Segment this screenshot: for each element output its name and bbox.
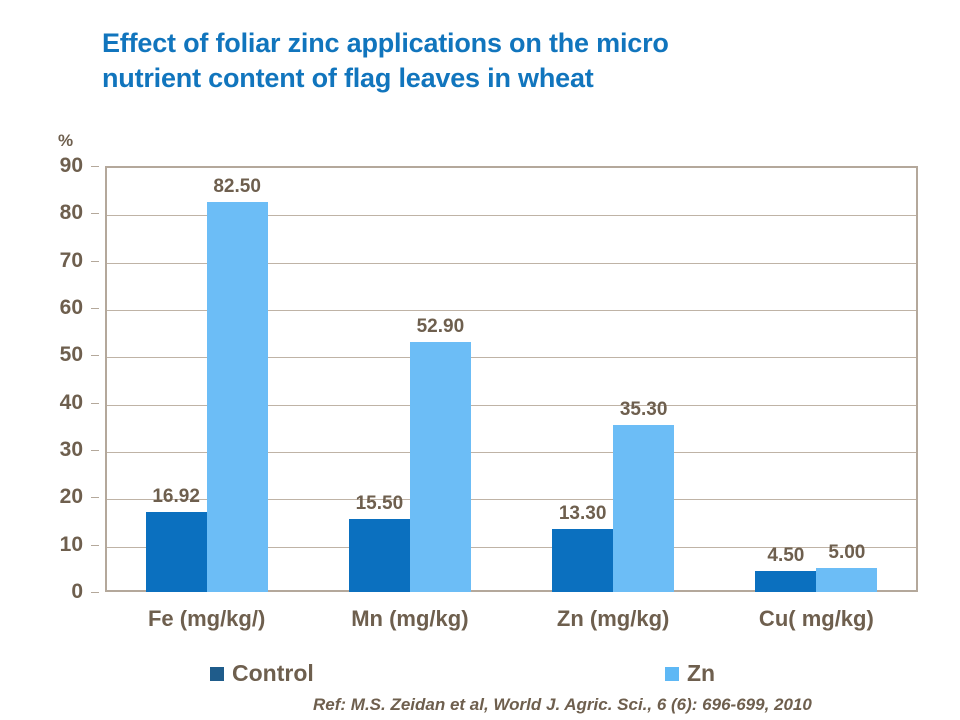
y-axis-tick-label: 20 [59, 485, 83, 509]
x-axis: Fe (mg/kg/) Mn (mg/kg) Zn (mg/kg) Cu( mg/kg… [105, 606, 918, 640]
y-axis-tick-mark [91, 402, 99, 404]
legend-swatch-icon [665, 666, 679, 681]
chart-title-line-1: Effect of foliar zinc applications on th… [102, 28, 669, 58]
y-axis-tick-mark [91, 592, 99, 593]
gridline [107, 262, 916, 264]
y-axis-tick-label: 50 [59, 343, 83, 367]
legend-swatch-icon [210, 666, 224, 681]
y-axis-tick-label: 10 [59, 532, 83, 556]
bar-control-2[interactable] [552, 529, 614, 592]
bar-value-label: 4.50 [767, 544, 805, 566]
y-axis-tick-label: 70 [59, 248, 83, 272]
legend-item-control[interactable]: Control [210, 660, 314, 687]
y-axis-tick-mark [91, 260, 99, 262]
chart-title-line-2: nutrient content of flag leaves in wheat [102, 63, 594, 94]
y-axis-tick-mark [91, 355, 99, 357]
gridline [107, 499, 916, 501]
bar-value-label: 35.30 [619, 398, 668, 420]
chart-title: Effect of foliar zinc applications on th… [102, 26, 832, 96]
y-axis-unit-label: % [58, 131, 74, 150]
reference-note: Ref: M.S. Zeidan et al, World J. Agric. … [313, 695, 812, 714]
y-axis-tick-label: 40 [59, 390, 83, 414]
gridline [107, 310, 916, 311]
bars-layer: 16.92 82.50 15.50 52.90 13.30 35.30 4.50 5.00 [105, 166, 918, 592]
x-axis-tick-label: Cu( mg/kg) [758, 606, 874, 631]
bar-zn-3[interactable] [816, 568, 878, 592]
chart-legend: Control Zn [105, 660, 918, 690]
bar-zn-1[interactable] [409, 341, 471, 592]
bar-value-label: 5.00 [828, 542, 866, 564]
bar-value-label: 52.90 [416, 315, 465, 337]
gridline [107, 546, 916, 548]
gridline [107, 215, 916, 217]
y-axis-tick-mark [91, 450, 99, 451]
x-axis-tick-label: Fe (mg/kg/) [147, 606, 266, 631]
y-axis-tick-label: 30 [59, 438, 83, 461]
bar-value-label: 15.50 [355, 492, 404, 514]
y-axis-tick-label: 80 [59, 201, 83, 225]
y-axis-tick-label: 0 [71, 580, 83, 603]
gridline [107, 452, 916, 453]
legend-label: Control [232, 660, 314, 686]
gridline [107, 404, 916, 406]
bar-value-label: 82.50 [213, 175, 261, 197]
y-axis-tick-label: 90 [59, 154, 83, 177]
y-axis-tick-mark [91, 308, 99, 309]
bar-control-1[interactable] [348, 518, 410, 592]
legend-item-zn[interactable]: Zn [665, 660, 715, 687]
y-axis-tick-label: 60 [59, 296, 83, 319]
bar-zn-2[interactable] [613, 424, 675, 592]
y-axis-tick-mark [91, 544, 99, 546]
bar-zn-0[interactable] [206, 201, 268, 592]
legend-label: Zn [687, 660, 716, 686]
x-axis-tick-label: Zn (mg/kg) [556, 606, 670, 631]
bar-control-0[interactable] [145, 511, 207, 592]
y-axis-tick-mark [91, 166, 99, 167]
y-axis-tick-mark [91, 213, 99, 215]
bar-value-label: 16.92 [152, 485, 200, 507]
bar-control-3[interactable] [755, 570, 817, 592]
gridline [107, 357, 916, 359]
bar-value-label: 13.30 [558, 503, 607, 525]
y-axis: 90 80 70 60 50 40 30 20 10 0 [0, 0, 105, 720]
x-axis-tick-label: Mn (mg/kg) [351, 606, 469, 631]
y-axis-tick-mark [91, 497, 99, 499]
